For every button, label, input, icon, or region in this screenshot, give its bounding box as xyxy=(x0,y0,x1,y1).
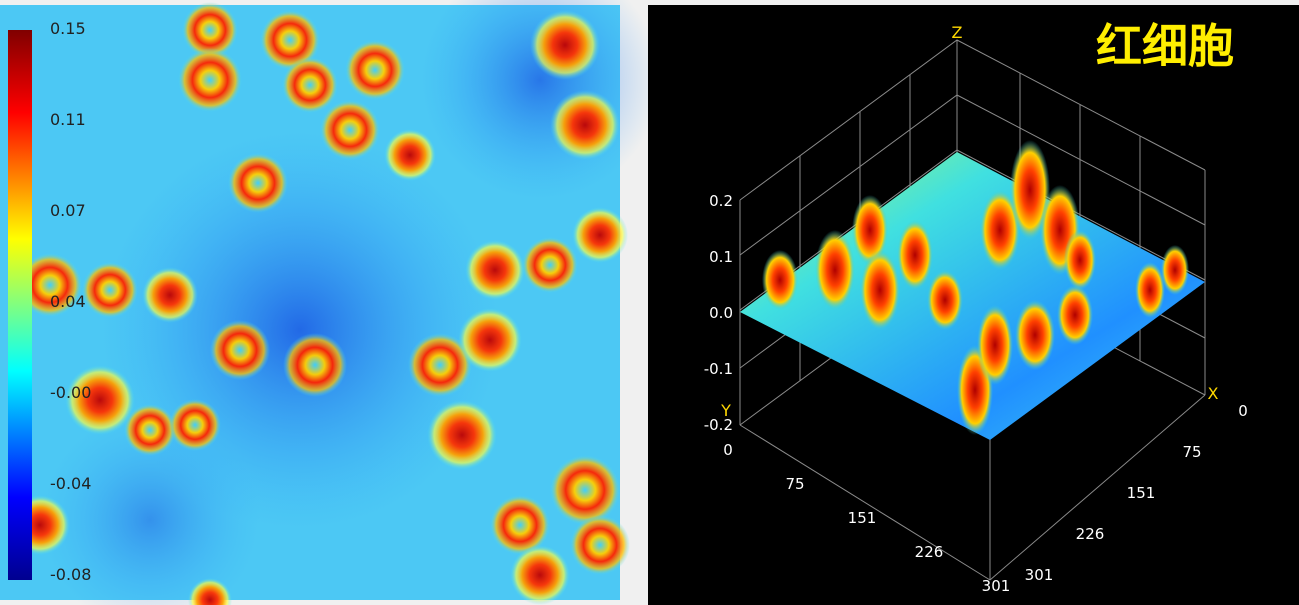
colorbar-label: 0.07 xyxy=(50,201,86,220)
x-tick-label: 0 xyxy=(1238,402,1248,420)
colorbar-label: -0.08 xyxy=(50,565,91,584)
peak xyxy=(852,195,888,265)
cell xyxy=(427,400,497,470)
colorbar-label: -0.00 xyxy=(50,383,91,402)
cell xyxy=(182,2,238,58)
cell xyxy=(345,40,405,100)
peak xyxy=(1015,300,1055,370)
cell xyxy=(384,129,436,181)
cell xyxy=(550,90,620,160)
cell xyxy=(188,578,232,605)
cell xyxy=(228,153,288,213)
z-axis-label: Z xyxy=(952,23,963,42)
cell xyxy=(169,399,221,451)
cell xyxy=(570,515,630,575)
peak xyxy=(762,250,798,310)
cell xyxy=(465,240,525,300)
cell xyxy=(522,237,578,293)
peak xyxy=(897,220,933,290)
peak xyxy=(980,190,1020,270)
x-tick-label: 226 xyxy=(1076,525,1105,543)
y-axis-label: Y xyxy=(720,401,731,420)
colorbar-labels: 0.15 0.11 0.07 0.04 -0.00 -0.04 -0.08 xyxy=(50,19,91,584)
cell xyxy=(124,404,176,456)
tick-labels: 0.2 0.1 0.0 -0.1 -0.2 0 75 151 226 301 0 75 151 226 30… xyxy=(704,192,1248,595)
cell xyxy=(550,455,620,525)
cell xyxy=(490,495,550,555)
peak xyxy=(815,230,855,310)
peak xyxy=(1161,245,1189,295)
x-tick-label: 151 xyxy=(1127,484,1156,502)
cell xyxy=(210,320,270,380)
y-tick-label: 226 xyxy=(915,543,944,561)
surface xyxy=(740,152,1205,440)
cells xyxy=(10,2,630,605)
colorbar-label: -0.04 xyxy=(50,474,91,493)
x-tick-label: 301 xyxy=(1025,566,1054,584)
plot-title: 红细胞 xyxy=(1096,19,1234,73)
cell xyxy=(510,545,570,605)
colorbar xyxy=(8,30,32,580)
peak xyxy=(1057,285,1093,345)
cell xyxy=(282,57,338,113)
cell xyxy=(283,333,347,397)
peak xyxy=(1010,140,1050,240)
z-tick-label: -0.2 xyxy=(704,416,733,434)
cell xyxy=(458,308,522,372)
peak xyxy=(927,270,963,330)
cell xyxy=(142,267,198,323)
cell xyxy=(572,207,628,263)
colorbar-label: 0.15 xyxy=(50,19,86,38)
heatmap: 0.15 0.11 0.07 0.04 -0.00 -0.04 -0.08 xyxy=(0,0,660,605)
z-tick-label: 0.2 xyxy=(709,192,733,210)
cell xyxy=(408,333,472,397)
cell xyxy=(18,253,82,317)
z-tick-label: 0.1 xyxy=(709,248,733,266)
y-tick-label: 151 xyxy=(848,509,877,527)
z-tick-label: 0.0 xyxy=(709,304,733,322)
y-tick-label: 75 xyxy=(785,475,804,493)
cell xyxy=(320,100,380,160)
cell xyxy=(260,10,320,70)
cell xyxy=(65,365,135,435)
y-tick-label: 301 xyxy=(982,577,1011,595)
x-axis-label: X xyxy=(1208,384,1219,403)
colorbar-label: 0.11 xyxy=(50,110,86,129)
z-tick-label: -0.1 xyxy=(704,360,733,378)
cell xyxy=(530,10,600,80)
peaks xyxy=(762,140,1189,435)
peak xyxy=(1135,262,1165,318)
colorbar-label: 0.04 xyxy=(50,292,86,311)
x-tick-label: 75 xyxy=(1182,443,1201,461)
peak xyxy=(860,250,900,330)
peak xyxy=(1064,230,1096,290)
cell xyxy=(82,262,138,318)
surface-plot: 红细胞 Z Y X 0.20.10.0-0.1-0.20751512263010… xyxy=(648,5,1299,605)
low-region xyxy=(40,410,260,605)
cell xyxy=(178,48,242,112)
y-tick-label: 0 xyxy=(723,441,733,459)
peak xyxy=(977,305,1013,385)
